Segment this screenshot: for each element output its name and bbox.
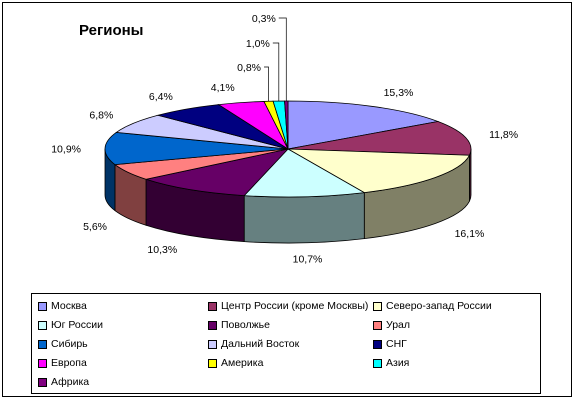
legend-item-азия: Азия bbox=[373, 356, 409, 370]
slice-северо-запад-россии bbox=[287, 148, 471, 194]
legend-item-урал: Урал bbox=[373, 318, 410, 332]
data-label-юг-россии: 10,7% bbox=[293, 254, 323, 266]
slice-юг-россии bbox=[243, 148, 366, 198]
pie-chart: 15,3% 11,8% 16,1% 10,7% 10,3% 5,6% 10,9% 6,8% 6,… bbox=[51, 13, 518, 266]
chart-frame: 15,3% 11,8% 16,1% 10,7% 10,3% 5,6% 10,9% 6,8% 6,… bbox=[2, 2, 572, 397]
legend-item-северо-запад-россии: Северо-запад России bbox=[373, 299, 492, 313]
legend-swatch bbox=[373, 358, 382, 368]
data-label-азия: 1,0% bbox=[246, 38, 270, 50]
data-label-америка: 0,8% bbox=[237, 62, 261, 74]
legend-label: Москва bbox=[51, 300, 87, 312]
data-label-сибирь: 10,9% bbox=[51, 143, 81, 155]
slice-сибирь bbox=[104, 131, 289, 166]
legend-label: Азия bbox=[386, 357, 410, 369]
legend-item-снг: СНГ bbox=[373, 337, 407, 351]
slice-москва bbox=[287, 100, 440, 150]
legend-item-поволжье: Поволжье bbox=[208, 318, 270, 332]
legend: Москва Центр России (кроме Москвы) Северо-… bbox=[31, 293, 541, 394]
legend-swatch bbox=[373, 339, 382, 349]
legend-item-африка: Африка bbox=[38, 375, 89, 389]
data-label-северо-запад-россии: 16,1% bbox=[455, 228, 485, 240]
data-label-урал: 5,6% bbox=[83, 221, 107, 233]
chart-title: Регионы bbox=[79, 22, 143, 39]
leader-line bbox=[272, 42, 280, 102]
legend-item-америка: Америка bbox=[208, 356, 263, 370]
leader-line bbox=[264, 66, 269, 102]
legend-swatch bbox=[373, 320, 382, 330]
legend-swatch bbox=[208, 320, 217, 330]
legend-label: Северо-запад России bbox=[386, 300, 492, 312]
legend-item-центр-россии-кроме-москвы: Центр России (кроме Москвы) bbox=[208, 299, 368, 313]
legend-item-европа: Европа bbox=[38, 356, 87, 370]
legend-label: Дальний Восток bbox=[221, 338, 300, 350]
data-label-центр-россии-кроме-москвы: 11,8% bbox=[489, 129, 518, 141]
legend-label: Центр России (кроме Москвы) bbox=[221, 300, 369, 312]
legend-label: Юг России bbox=[51, 319, 103, 331]
legend-swatch bbox=[38, 377, 47, 387]
legend-swatch bbox=[208, 301, 217, 311]
slice-side-юг-россии bbox=[243, 192, 365, 244]
legend-swatch bbox=[373, 301, 382, 311]
legend-label: Поволжье bbox=[221, 319, 270, 331]
legend-label: Америка bbox=[221, 357, 264, 369]
legend-swatch bbox=[38, 301, 47, 311]
legend-item-сибирь: Сибирь bbox=[38, 337, 88, 351]
legend-item-москва: Москва bbox=[38, 299, 87, 313]
legend-label: Урал bbox=[386, 319, 411, 331]
legend-swatch bbox=[38, 320, 47, 330]
slice-поволжье bbox=[144, 148, 290, 197]
legend-label: Сибирь bbox=[51, 338, 88, 350]
leader-line bbox=[278, 17, 287, 102]
legend-label: СНГ bbox=[386, 338, 407, 350]
legend-swatch bbox=[38, 358, 47, 368]
legend-swatch bbox=[38, 339, 47, 349]
legend-swatch bbox=[208, 339, 217, 349]
data-label-африка: 0,3% bbox=[252, 13, 276, 25]
data-label-поволжье: 10,3% bbox=[147, 244, 177, 256]
data-label-снг: 6,4% bbox=[149, 91, 173, 103]
legend-swatch bbox=[208, 358, 217, 368]
slice-центр-россии-кроме-москвы bbox=[287, 121, 472, 156]
legend-label: Африка bbox=[51, 376, 90, 388]
data-label-дальний-восток: 6,8% bbox=[89, 110, 113, 122]
legend-item-юг-россии: Юг России bbox=[38, 318, 103, 332]
legend-item-дальний-восток: Дальний Восток bbox=[208, 337, 299, 351]
data-label-москва: 15,3% bbox=[384, 87, 414, 99]
legend-label: Европа bbox=[51, 357, 87, 369]
data-label-европа: 4,1% bbox=[211, 82, 235, 94]
